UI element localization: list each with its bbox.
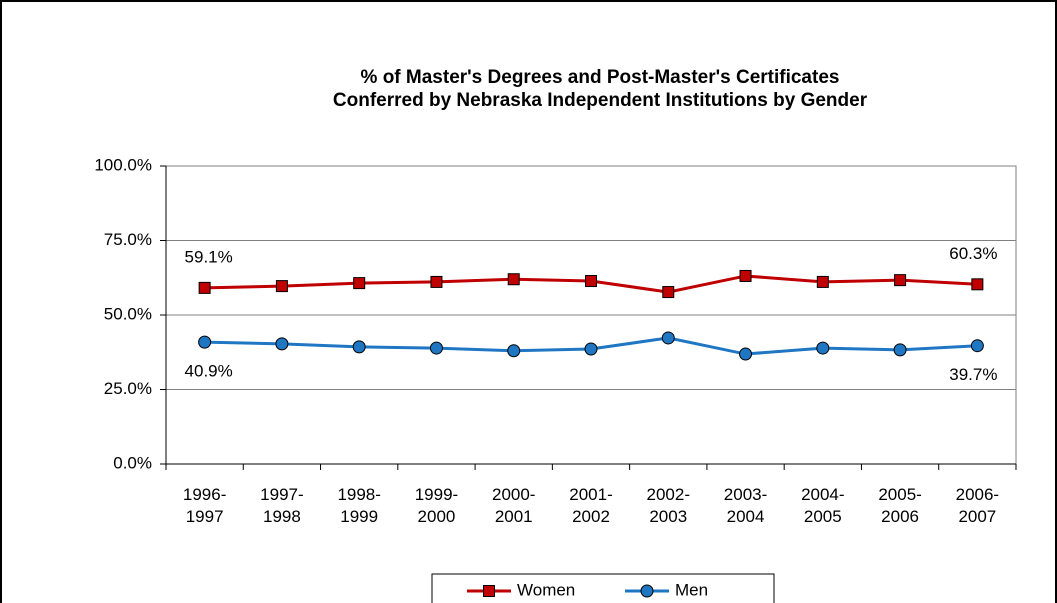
data-point bbox=[894, 274, 907, 287]
data-point bbox=[198, 335, 212, 349]
x-tick-label: 2003-2004 bbox=[724, 485, 767, 526]
data-point bbox=[893, 343, 907, 357]
chart-title: Conferred by Nebraska Independent Instit… bbox=[333, 90, 868, 111]
legend: Women Men bbox=[431, 573, 775, 603]
data-point bbox=[275, 280, 288, 293]
x-tick-label: 1996-1997 bbox=[183, 485, 226, 526]
legend-label: Men bbox=[675, 580, 708, 599]
data-point bbox=[275, 337, 289, 351]
data-point bbox=[662, 286, 675, 299]
x-tick-label: 1999-2000 bbox=[415, 485, 458, 526]
x-tick-label: 1998-1999 bbox=[337, 485, 380, 526]
x-tick-label: 1997-1998 bbox=[260, 485, 303, 526]
data-point bbox=[661, 331, 675, 345]
y-tick-label: 0.0% bbox=[113, 453, 152, 472]
y-tick-label: 25.0% bbox=[104, 379, 152, 398]
data-point bbox=[816, 341, 830, 355]
data-label: 60.3% bbox=[949, 244, 997, 263]
data-point bbox=[353, 277, 366, 290]
legend-marker bbox=[640, 584, 654, 598]
legend-label: Women bbox=[517, 580, 575, 599]
x-tick-label: 2005-2006 bbox=[878, 485, 921, 526]
x-tick-label: 2004-2005 bbox=[801, 485, 844, 526]
x-tick-label: 2001-2002 bbox=[569, 485, 612, 526]
y-tick-label: 50.0% bbox=[104, 304, 152, 323]
legend-marker bbox=[483, 585, 495, 597]
data-point bbox=[739, 269, 752, 282]
data-point bbox=[585, 275, 597, 288]
data-point bbox=[352, 340, 366, 354]
y-tick-label: 75.0% bbox=[104, 230, 152, 249]
data-point bbox=[507, 344, 521, 358]
data-point bbox=[816, 275, 829, 288]
chart-title: % of Master's Degrees and Post-Master's … bbox=[361, 67, 840, 88]
y-tick-label: 100.0% bbox=[94, 155, 152, 174]
data-point bbox=[971, 278, 984, 291]
x-tick-label: 2000-2001 bbox=[492, 485, 535, 526]
data-point bbox=[430, 275, 443, 288]
data-point bbox=[584, 342, 598, 356]
data-label: 39.7% bbox=[949, 365, 997, 384]
x-tick-label: 2002-2003 bbox=[647, 485, 690, 526]
data-point bbox=[970, 339, 984, 353]
data-label: 40.9% bbox=[185, 362, 233, 381]
data-label: 59.1% bbox=[185, 247, 233, 266]
data-point bbox=[429, 341, 443, 355]
data-point bbox=[739, 347, 753, 361]
data-point bbox=[507, 273, 520, 286]
x-tick-label: 2006-2007 bbox=[956, 485, 999, 526]
data-point bbox=[198, 281, 211, 294]
